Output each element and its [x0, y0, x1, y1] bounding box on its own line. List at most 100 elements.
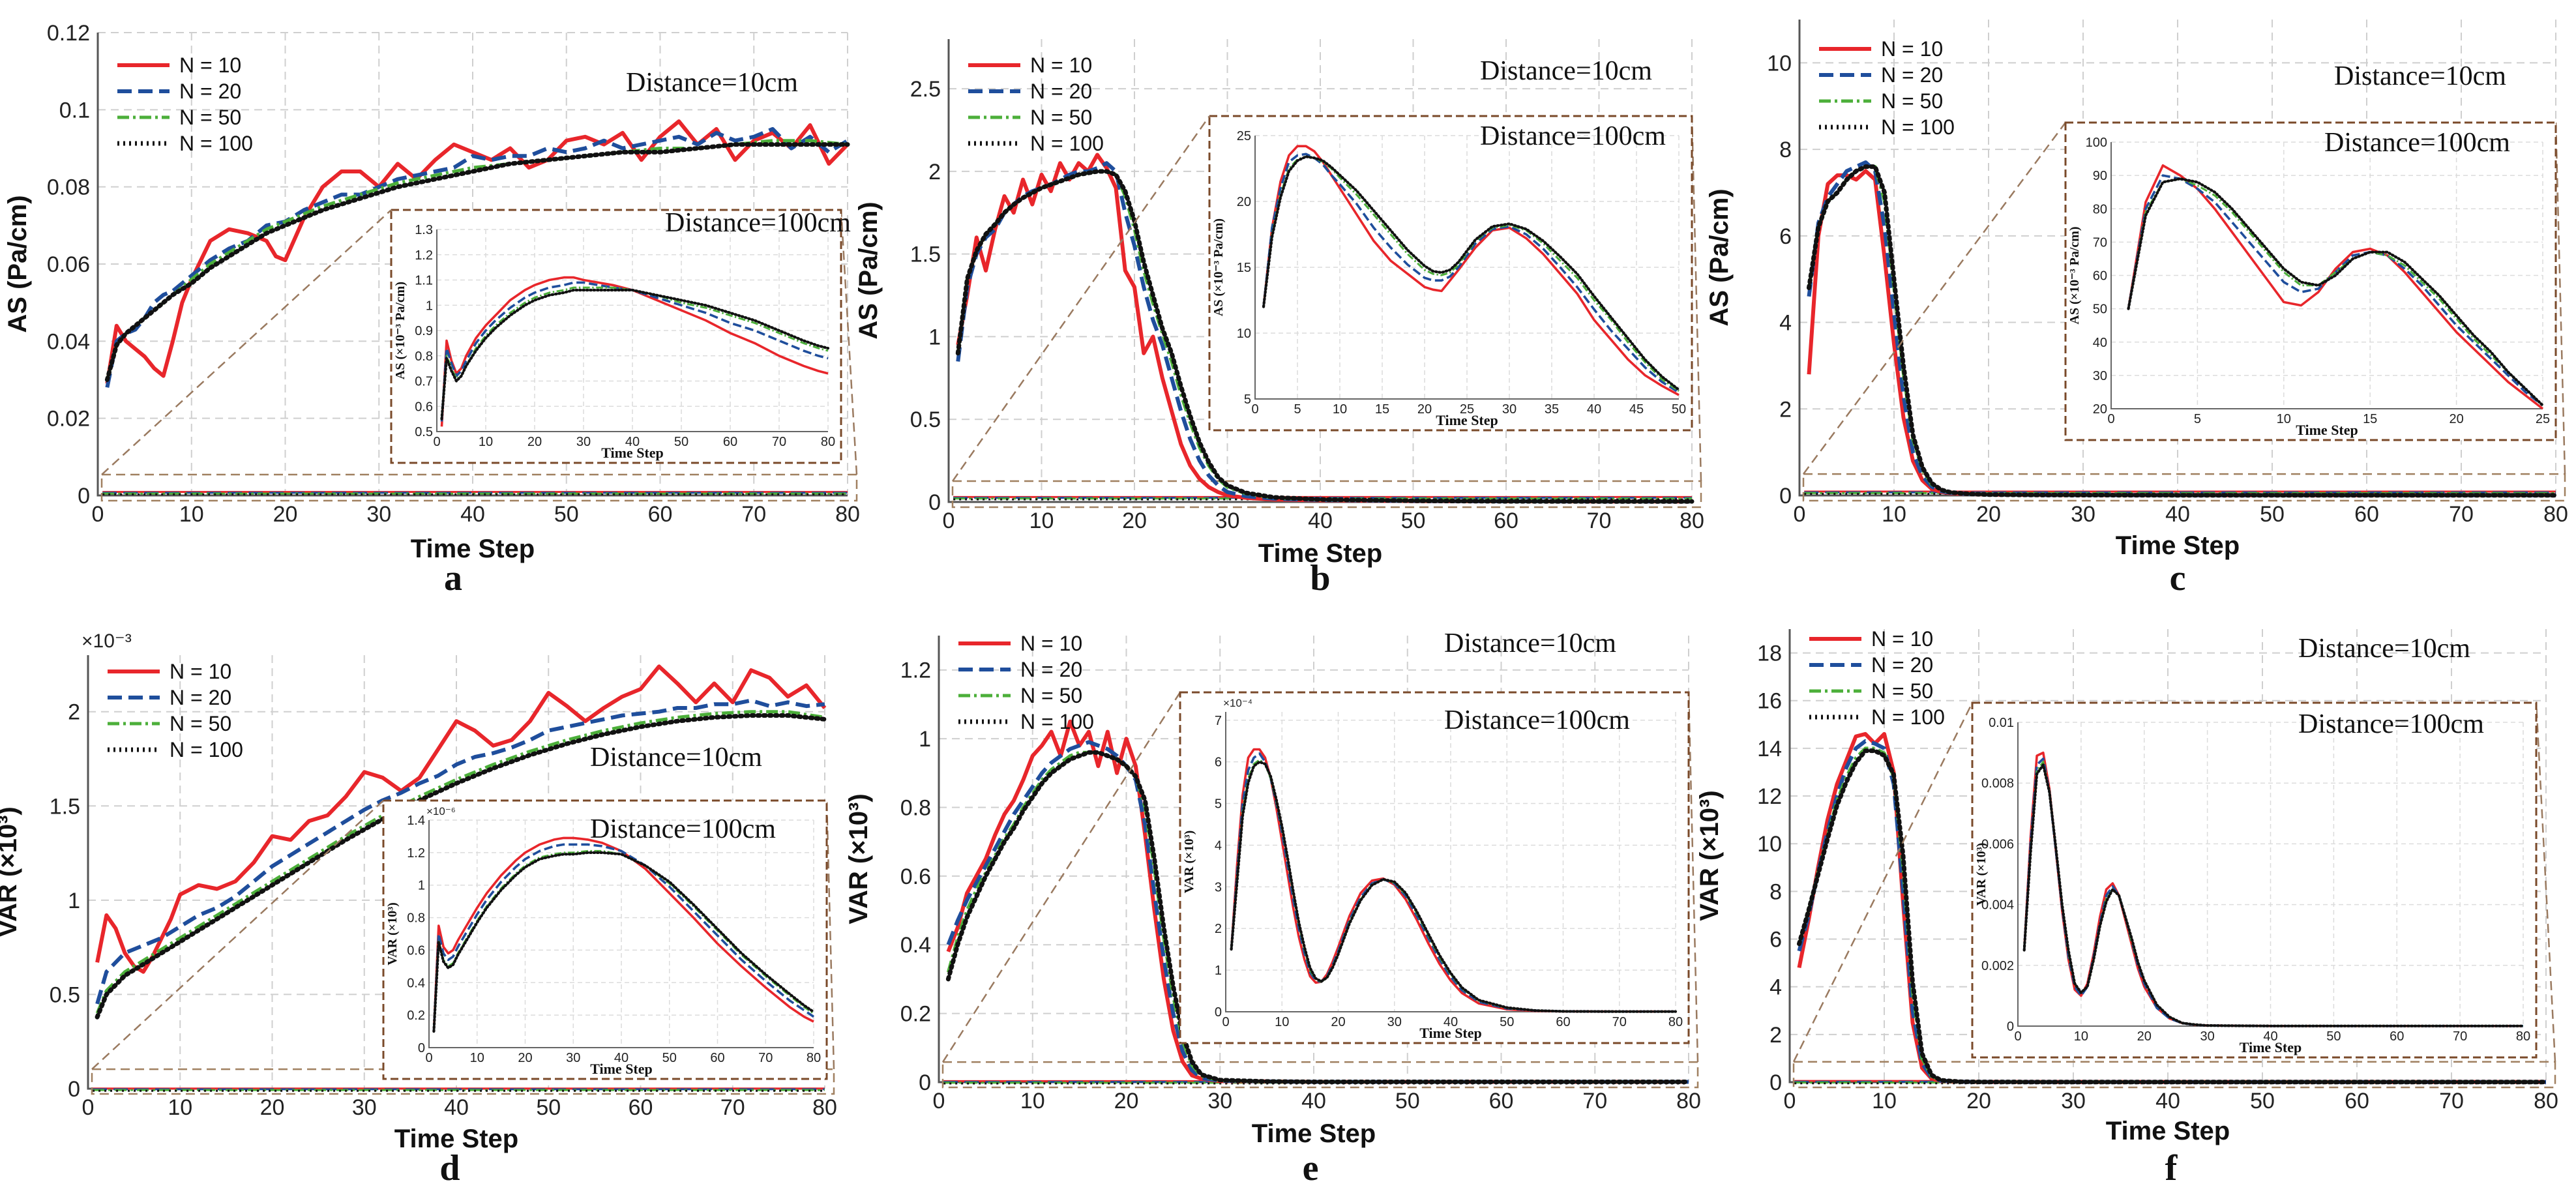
inset-y-tick-label: 15 — [1237, 261, 1251, 275]
inset-x-tick-label: 60 — [710, 1051, 724, 1065]
inset-x-tick-label: 0 — [2107, 412, 2114, 426]
series-line — [95, 698, 825, 1005]
y-tick-label: 2 — [1779, 397, 1792, 422]
x-tick-label: 0 — [933, 1089, 945, 1113]
inset-y-tick-label: 1 — [418, 879, 425, 893]
y-tick-label: 0 — [928, 490, 941, 515]
x-tick-label: 0 — [1784, 1089, 1796, 1113]
connector-line — [1792, 702, 1974, 1063]
y-tick-label: 8 — [1769, 879, 1782, 904]
inset-x-tick-label: 15 — [2363, 412, 2377, 426]
inset-y-axis-label: VAR (×10³) — [1182, 831, 1196, 893]
legend-entry: N = 50 — [1020, 684, 1082, 707]
y-tick-label: 1 — [928, 325, 941, 349]
inset-x-tick-label: 40 — [625, 435, 640, 449]
connector-line — [91, 800, 384, 1070]
inset-x-tick-label: 0 — [1222, 1015, 1229, 1029]
panel-label: b — [1310, 558, 1330, 598]
panel-label: d — [439, 1148, 460, 1188]
x-tick-label: 80 — [835, 502, 860, 527]
legend-entry: N = 10 — [1020, 632, 1082, 655]
inset-x-tick-label: 30 — [1387, 1015, 1402, 1029]
inset-x-tick-label: 40 — [614, 1051, 629, 1065]
inset-x-tick-label: 30 — [1502, 402, 1517, 417]
inset-x-tick-label: 50 — [1672, 402, 1686, 417]
inset-y-tick-label: 0 — [1215, 1005, 1222, 1020]
inset-x-tick-label: 20 — [1417, 402, 1432, 417]
series-line — [1797, 739, 2546, 1084]
inset-series-line — [1230, 760, 1678, 1013]
legend-entry: N = 20 — [1871, 653, 1933, 677]
connector-line — [840, 209, 858, 475]
x-tick-label: 50 — [2250, 1089, 2275, 1113]
y-tick-label: 0.04 — [47, 329, 90, 354]
inset-y-tick-label: 0.5 — [415, 425, 433, 439]
inset-y-tick-label: 0.01 — [1989, 716, 2014, 730]
legend-entry: N = 20 — [1030, 80, 1092, 103]
inset-y-tick-label: 0 — [418, 1041, 425, 1055]
inset-series-line — [440, 281, 829, 422]
inset-x-axis-label: Time Step — [1436, 412, 1498, 428]
x-tick-label: 30 — [366, 502, 391, 527]
inset-frame — [1179, 691, 1690, 1044]
x-tick-label: 10 — [1029, 508, 1054, 533]
x-tick-label: 0 — [82, 1095, 95, 1120]
inset-y-tick-label: 0.8 — [407, 911, 425, 926]
legend-entry: N = 20 — [170, 686, 231, 709]
inset-x-axis-label: Time Step — [2296, 422, 2358, 438]
x-axis-label: Time Step — [2116, 531, 2240, 560]
inset-x-tick-label: 80 — [807, 1051, 821, 1065]
inset-x-tick-label: 20 — [1331, 1015, 1345, 1029]
legend-entry: N = 20 — [1881, 63, 1943, 87]
inset-x-tick-label: 40 — [1587, 402, 1601, 417]
legend-entry: N = 10 — [1030, 53, 1092, 77]
x-tick-label: 60 — [629, 1095, 653, 1120]
inset-x-tick-label: 10 — [2074, 1029, 2088, 1044]
x-axis-label: Time Step — [394, 1125, 518, 1153]
series-line — [95, 710, 825, 1014]
y-tick-label: 0.5 — [50, 982, 80, 1007]
inset-c: 0 5 10 15 20 25 20 30 40 50 60 70 80 90 100 Time Step AS… — [2064, 121, 2557, 441]
y-tick-label: 2 — [928, 160, 941, 184]
inset-series-line — [1262, 145, 1680, 396]
inset-y-tick-label: 1.3 — [415, 223, 433, 237]
inset-x-axis-label: Time Step — [590, 1061, 653, 1077]
inset-y-tick-label: 5 — [1215, 797, 1222, 812]
y-tick-label: 0.1 — [59, 98, 90, 123]
x-tick-label: 10 — [1872, 1089, 1897, 1113]
x-tick-label: 80 — [1676, 1089, 1701, 1113]
inset-y-tick-label: 0.006 — [1981, 837, 2014, 851]
panel-label: c — [2170, 558, 2186, 598]
x-tick-label: 20 — [1114, 1089, 1139, 1113]
legend-entry: N = 50 — [1881, 89, 1943, 113]
y-tick-label: 0.6 — [900, 864, 931, 889]
exponent-label: ×10⁻³ — [81, 630, 132, 652]
inset-series-line — [432, 851, 816, 1033]
annotation-distance-100cm: Distance=100cm — [590, 814, 776, 844]
zoom-box — [941, 1061, 1699, 1089]
zoom-box — [1792, 1061, 2556, 1089]
inset-y-tick-label: 60 — [2093, 269, 2107, 284]
inset-y-tick-label: 20 — [2093, 402, 2107, 417]
inset-y-tick-label: 10 — [1237, 327, 1251, 341]
annotation-distance-100cm: Distance=100cm — [665, 208, 851, 238]
inset-axis-frame — [1254, 136, 1679, 400]
connector-line — [1691, 115, 1702, 482]
inset-y-tick-label: 0.008 — [1981, 776, 2014, 791]
y-axis-label: AS (Pa/cm) — [854, 201, 883, 339]
inset-series-line — [440, 288, 830, 420]
inset-x-tick-label: 25 — [2536, 412, 2550, 426]
inset-series-line — [1262, 155, 1681, 391]
inset-y-tick-label: 5 — [1244, 392, 1251, 407]
inset-x-tick-label: 70 — [758, 1051, 773, 1065]
inset-y-tick-label: 0.6 — [407, 943, 425, 958]
y-tick-label: 0.02 — [47, 407, 90, 432]
legend-entry: N = 100 — [1881, 115, 1955, 139]
inset-y-tick-label: 1.4 — [407, 814, 425, 828]
annotation-distance-100cm: Distance=100cm — [2324, 128, 2510, 158]
inset-x-tick-label: 20 — [2449, 412, 2463, 426]
